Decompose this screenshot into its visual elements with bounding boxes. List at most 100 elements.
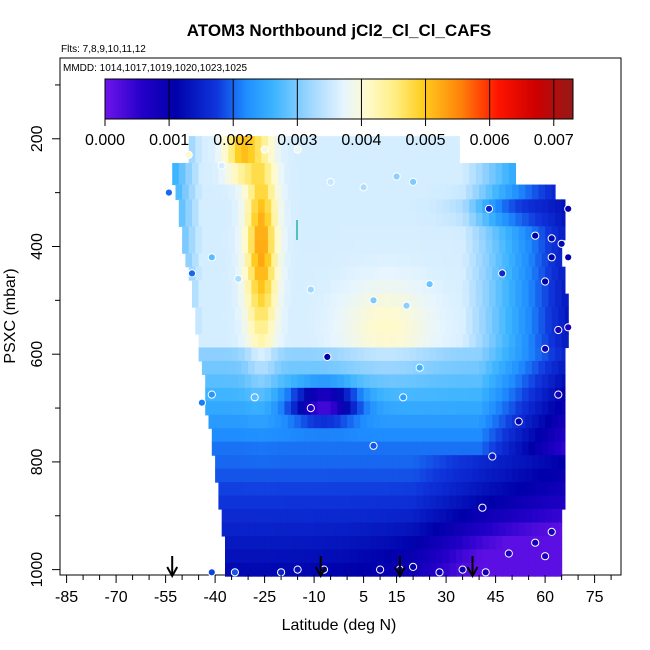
heatmap-cell (244, 163, 252, 186)
sample-point (197, 398, 206, 407)
heatmap-cell (201, 184, 210, 200)
heatmap-cell (347, 522, 355, 537)
heatmap-cell (558, 468, 566, 483)
heatmap-cell (555, 212, 563, 227)
heatmap-cell (482, 428, 490, 443)
heatmap-cell (439, 455, 447, 470)
heatmap-cell (337, 347, 345, 362)
heatmap-cell (561, 441, 566, 456)
heatmap-cell (350, 495, 358, 510)
heatmap-cell (538, 455, 546, 470)
heatmap-cell (528, 482, 536, 497)
heatmap-cell (456, 212, 464, 227)
heatmap-cell (244, 562, 252, 577)
heatmap-cell (300, 360, 309, 375)
heatmap-cell (211, 212, 219, 227)
heatmap-cell (241, 320, 249, 335)
heatmap-cell (244, 374, 252, 389)
heatmap-cell (456, 387, 464, 402)
heatmap-cell (512, 455, 520, 470)
heatmap-cell (429, 562, 437, 577)
heatmap-cell (225, 163, 233, 186)
heatmap-cell (238, 374, 246, 389)
heatmap-cell (406, 239, 414, 254)
heatmap-cell (284, 334, 292, 349)
heatmap-cell (376, 280, 384, 295)
heatmap-cell (340, 509, 348, 524)
heatmap-cell (502, 562, 510, 577)
heatmap-cell (231, 347, 239, 362)
heatmap-cell (515, 253, 523, 268)
heatmap-cell (281, 509, 289, 524)
heatmap-cell (284, 535, 292, 551)
heatmap-cell (409, 347, 417, 362)
heatmap-cell (370, 401, 378, 416)
heatmap-cell (363, 334, 371, 349)
heatmap-cell (360, 239, 368, 254)
heatmap-cell (459, 184, 467, 200)
heatmap-cell (489, 562, 497, 577)
heatmap-cell (225, 212, 233, 227)
heatmap-cell (535, 387, 543, 402)
heatmap-cell (393, 468, 401, 483)
heatmap-cell (366, 468, 375, 483)
heatmap-cell (324, 253, 332, 268)
heatmap-cell (548, 401, 556, 416)
heatmap-cell (515, 482, 523, 497)
heatmap-cell (300, 226, 309, 241)
heatmap-cell (535, 212, 543, 227)
heatmap-cell (330, 401, 338, 416)
heatmap-cell (304, 374, 312, 389)
heatmap-cell (548, 280, 556, 295)
heatmap-cell (548, 495, 556, 510)
heatmap-cell (508, 535, 516, 551)
heatmap-cell (393, 522, 401, 537)
heatmap-cell (343, 293, 351, 308)
heatmap-cell (297, 280, 305, 295)
heatmap-cell (267, 266, 276, 281)
heatmap-cell (383, 347, 391, 362)
heatmap-cell (294, 468, 302, 483)
x-tick-label: -10 (303, 589, 326, 606)
heatmap-cell (442, 347, 450, 362)
heatmap-cell (403, 199, 411, 214)
heatmap-cell (267, 414, 276, 429)
heatmap-cell (413, 307, 421, 322)
heatmap-cell (495, 212, 503, 227)
heatmap-cell (234, 360, 243, 375)
heatmap-cell (495, 549, 503, 564)
heatmap-cell (396, 347, 404, 362)
heatmap-cell (218, 441, 226, 456)
heatmap-cell (284, 212, 292, 227)
heatmap-cell (426, 455, 434, 470)
heatmap-cell (442, 374, 450, 389)
heatmap-cell (337, 212, 345, 227)
heatmap-cell (515, 535, 523, 551)
heatmap-cell (258, 347, 266, 362)
heatmap-cell (545, 360, 553, 375)
heatmap-cell (274, 184, 282, 200)
heatmap-cell (271, 280, 279, 295)
heatmap-cell (403, 334, 411, 349)
heatmap-cell (456, 347, 464, 362)
heatmap-cell (406, 455, 414, 470)
heatmap-cell (304, 495, 312, 510)
chart-title: ATOM3 Northbound jCl2_Cl_Cl_CAFS (187, 21, 491, 40)
heatmap-cell (314, 455, 322, 470)
heatmap-cell (446, 307, 454, 322)
heatmap-cell (277, 212, 285, 227)
heatmap-cell (555, 495, 563, 510)
heatmap-cell (333, 360, 342, 375)
heatmap-cell (383, 163, 391, 186)
heatmap-cell (495, 347, 503, 362)
heatmap-cell (525, 522, 533, 537)
heatmap-cell (258, 293, 266, 308)
heatmap-cell (264, 199, 272, 214)
heatmap-cell (307, 239, 315, 254)
heatmap-cell (238, 535, 246, 551)
heatmap-cell (462, 482, 470, 497)
heatmap-cell (264, 293, 272, 308)
heatmap-cell (482, 495, 490, 510)
heatmap-cell (258, 482, 266, 497)
sample-point (207, 390, 216, 399)
